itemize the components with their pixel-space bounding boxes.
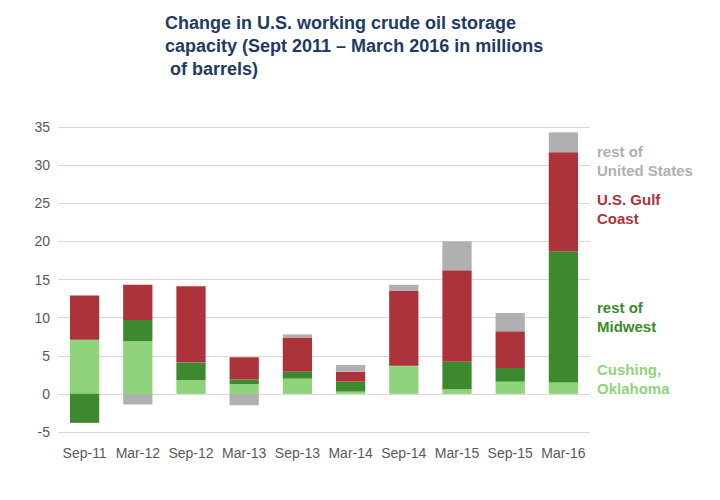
svg-text:Cushing,: Cushing,	[597, 361, 661, 378]
svg-text:Mar-16: Mar-16	[541, 445, 586, 461]
svg-text:Mar-13: Mar-13	[222, 445, 267, 461]
svg-text:Midwest: Midwest	[597, 318, 656, 335]
svg-text:Sep-12: Sep-12	[168, 445, 213, 461]
svg-text:Mar-14: Mar-14	[328, 445, 373, 461]
svg-text:Sep-11: Sep-11	[63, 445, 107, 461]
svg-text:Oklahoma: Oklahoma	[597, 380, 670, 397]
svg-text:20: 20	[34, 233, 50, 249]
svg-text:5: 5	[42, 348, 50, 364]
svg-text:35: 35	[34, 119, 50, 135]
svg-text:15: 15	[34, 272, 50, 288]
svg-text:0: 0	[42, 386, 50, 402]
svg-text:Sep-14: Sep-14	[381, 445, 426, 461]
svg-text:Sep-13: Sep-13	[275, 445, 320, 461]
svg-text:United States: United States	[597, 162, 693, 179]
svg-text:Change in U.S. working crude o: Change in U.S. working crude oil storage	[165, 13, 521, 33]
svg-text:of barrels): of barrels)	[165, 59, 258, 79]
svg-text:Mar-15: Mar-15	[435, 445, 480, 461]
svg-text:25: 25	[34, 195, 50, 211]
svg-text:30: 30	[34, 157, 50, 173]
svg-text:rest of: rest of	[597, 143, 644, 160]
svg-text:-5: -5	[38, 424, 51, 440]
svg-text:Sep-15: Sep-15	[488, 445, 533, 461]
svg-text:Mar-12: Mar-12	[116, 445, 161, 461]
svg-text:Coast: Coast	[597, 210, 639, 227]
svg-text:rest of: rest of	[597, 299, 644, 316]
svg-text:capacity (Sept 2011 – March 20: capacity (Sept 2011 – March 2016 in mill…	[165, 36, 543, 56]
svg-text:U.S. Gulf: U.S. Gulf	[597, 191, 661, 208]
svg-text:10: 10	[34, 310, 50, 326]
